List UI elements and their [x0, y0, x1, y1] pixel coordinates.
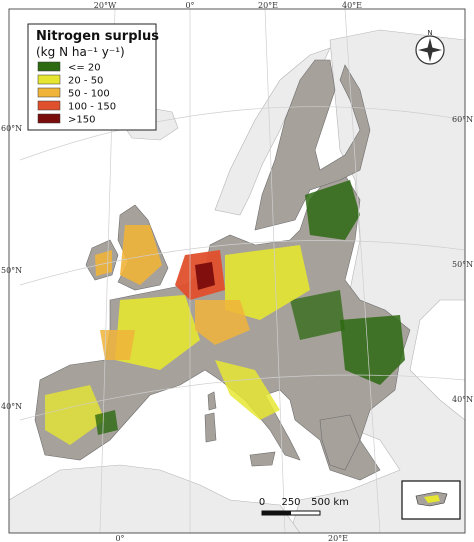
patch-spain-south — [95, 410, 118, 435]
lat-label-right: 40°N — [452, 395, 473, 404]
legend-swatch — [37, 74, 61, 85]
patch-central — [195, 300, 250, 345]
sicily — [249, 451, 276, 467]
scale-tick-label: 500 km — [311, 497, 349, 508]
patch-brittany — [100, 330, 135, 360]
map-frame — [8, 8, 466, 534]
scale-tick-label: 250 — [281, 497, 300, 508]
compass-north-label: N — [427, 29, 432, 37]
legend-label: 20 - 50 — [68, 76, 103, 87]
scale-bar: 0 250 500 km — [259, 497, 349, 516]
patch-france — [115, 295, 200, 370]
scale-bar-segment-dark — [262, 511, 291, 515]
lat-label-right: 50°N — [452, 260, 473, 269]
legend-swatch — [37, 61, 61, 72]
patch-iberia — [45, 385, 105, 445]
lon-label-top: 20°E — [258, 1, 278, 10]
legend: Nitrogen surplus (kg N ha⁻¹ y⁻¹) <= 20 20… — [27, 23, 159, 131]
patch-romania — [340, 315, 405, 385]
surplus-patches — [45, 180, 405, 445]
patch-baltics — [305, 180, 360, 240]
lon-label-top: 20°W — [94, 1, 117, 10]
scale-tick-label: 0 — [259, 497, 265, 508]
patch-poland-east — [290, 290, 345, 340]
patch-netherlands — [195, 262, 215, 290]
lon-label-bottom: 20°E — [328, 534, 348, 542]
greece-base — [319, 414, 361, 471]
lat-label-right: 60°N — [452, 115, 473, 124]
legend-label: <= 20 — [68, 63, 101, 74]
corsica — [207, 391, 217, 411]
compass-icon: N — [415, 29, 445, 65]
legend-swatch — [37, 87, 61, 98]
lat-label-left: 50°N — [1, 266, 22, 275]
legend-label: >150 — [68, 115, 95, 126]
legend-swatch — [37, 100, 61, 111]
north-africa-land — [9, 464, 301, 533]
sardinia — [204, 412, 217, 443]
lat-label-left: 40°N — [1, 402, 22, 411]
legend-swatch — [37, 113, 61, 124]
sweden-finland-base — [254, 59, 371, 231]
lon-label-top: 40°E — [342, 1, 362, 10]
legend-title: Nitrogen surplus — [36, 29, 159, 44]
graticule-lines — [19, 9, 465, 533]
patch-italy — [215, 360, 280, 420]
lon-label-top: 0° — [185, 1, 194, 10]
legend-subtitle: (kg N ha⁻¹ y⁻¹) — [36, 45, 125, 59]
legend-label: 100 - 150 — [68, 102, 116, 113]
patch-uk — [120, 225, 162, 285]
legend-label: 50 - 100 — [68, 89, 110, 100]
lat-label-left: 60°N — [1, 124, 22, 133]
cyprus-patch — [424, 495, 440, 503]
lon-label-bottom: 0° — [115, 534, 124, 542]
patch-germany-poland — [225, 245, 310, 320]
cyprus-inset — [401, 480, 461, 520]
